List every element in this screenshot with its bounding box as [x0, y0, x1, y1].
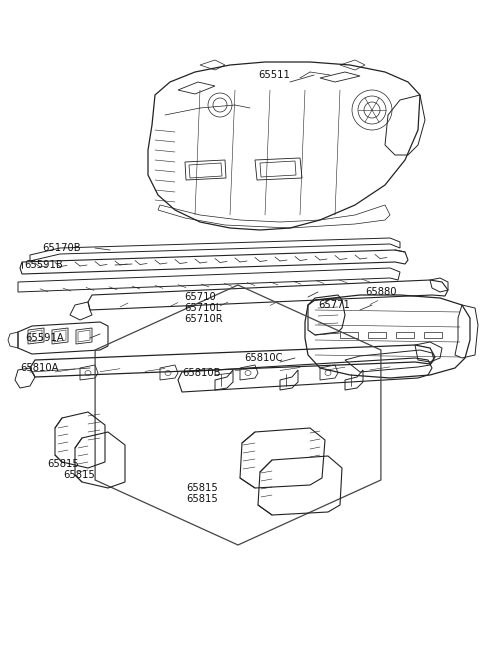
Text: 65810B: 65810B [182, 368, 220, 378]
Text: 65771: 65771 [318, 300, 350, 310]
Text: 65710: 65710 [184, 292, 216, 302]
Text: 65815: 65815 [63, 470, 95, 480]
Text: 65810A: 65810A [20, 363, 59, 373]
Text: 65511: 65511 [258, 70, 290, 80]
Text: 65810C: 65810C [244, 353, 283, 363]
Text: 65880: 65880 [365, 287, 396, 297]
Text: 65591A: 65591A [25, 333, 64, 343]
Text: 65710L: 65710L [184, 303, 221, 313]
Text: 65815: 65815 [186, 494, 218, 504]
Text: 65710R: 65710R [184, 314, 223, 324]
Text: 65170B: 65170B [42, 243, 81, 253]
Text: 65815: 65815 [186, 483, 218, 493]
Text: 65591B: 65591B [24, 260, 63, 270]
Text: 65815: 65815 [47, 459, 79, 469]
